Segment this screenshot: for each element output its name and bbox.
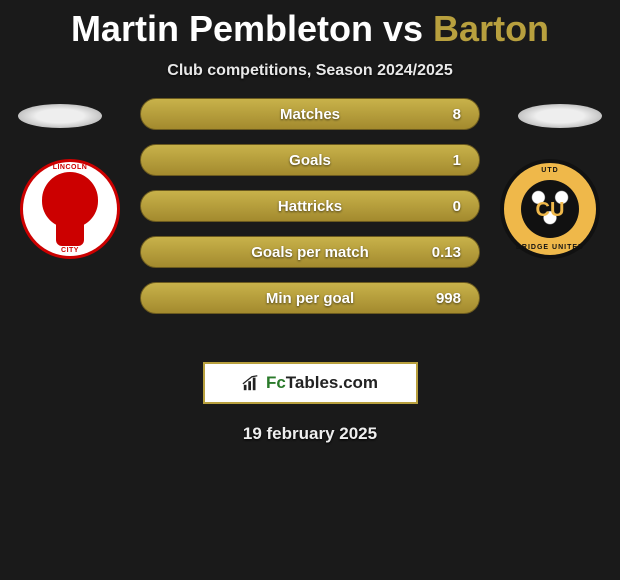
lincoln-city-crest-icon: LINCOLN CITY (20, 159, 120, 259)
shadow-ellipse-right (518, 104, 602, 128)
stat-row-min-per-goal: Min per goal 998 (140, 282, 480, 314)
brand-prefix: Fc (266, 373, 286, 392)
club-badge-left: LINCOLN CITY (20, 159, 120, 259)
stat-row-goals-per-match: Goals per match 0.13 (140, 236, 480, 268)
crest-initials: CU (536, 199, 565, 222)
crest-left-top-text: LINCOLN (53, 164, 88, 171)
stat-value: 8 (453, 106, 461, 123)
crest-right-bottom-text: BRIDGE UNITED (516, 244, 584, 251)
brand-main: Tables (286, 373, 339, 392)
stat-value: 0.13 (432, 244, 461, 261)
comparison-date: 19 february 2025 (0, 424, 620, 444)
brand-text: FcTables.com (266, 373, 378, 393)
stat-value: 998 (436, 290, 461, 307)
crest-left-bottom-text: CITY (61, 247, 79, 254)
stat-label: Matches (159, 106, 461, 123)
stat-row-hattricks: Hattricks 0 (140, 190, 480, 222)
brand-suffix: .com (338, 373, 378, 392)
comparison-title: Martin Pembleton vs Barton (0, 0, 620, 50)
season-subtitle: Club competitions, Season 2024/2025 (0, 62, 620, 80)
shadow-ellipse-left (18, 104, 102, 128)
stat-label: Hattricks (159, 198, 461, 215)
stat-label: Goals per match (159, 244, 461, 261)
stat-value: 0 (453, 198, 461, 215)
player1-name: Martin Pembleton (71, 8, 373, 49)
stats-list: Matches 8 Goals 1 Hattricks 0 Goals per … (140, 98, 480, 328)
brand-attribution[interactable]: FcTables.com (203, 362, 418, 404)
vs-separator: vs (383, 8, 423, 49)
stat-row-goals: Goals 1 (140, 144, 480, 176)
stat-row-matches: Matches 8 (140, 98, 480, 130)
club-badge-right: UTD CU BRIDGE UNITED (500, 159, 600, 259)
stat-label: Goals (159, 152, 461, 169)
crest-right-top-text: UTD (541, 167, 558, 174)
stat-label: Min per goal (159, 290, 461, 307)
bar-chart-icon (242, 374, 260, 392)
stat-value: 1 (453, 152, 461, 169)
stats-arena: LINCOLN CITY UTD CU BRIDGE UNITED Matche… (0, 104, 620, 334)
player2-name: Barton (433, 8, 549, 49)
cambridge-united-crest-icon: UTD CU BRIDGE UNITED (500, 159, 600, 259)
